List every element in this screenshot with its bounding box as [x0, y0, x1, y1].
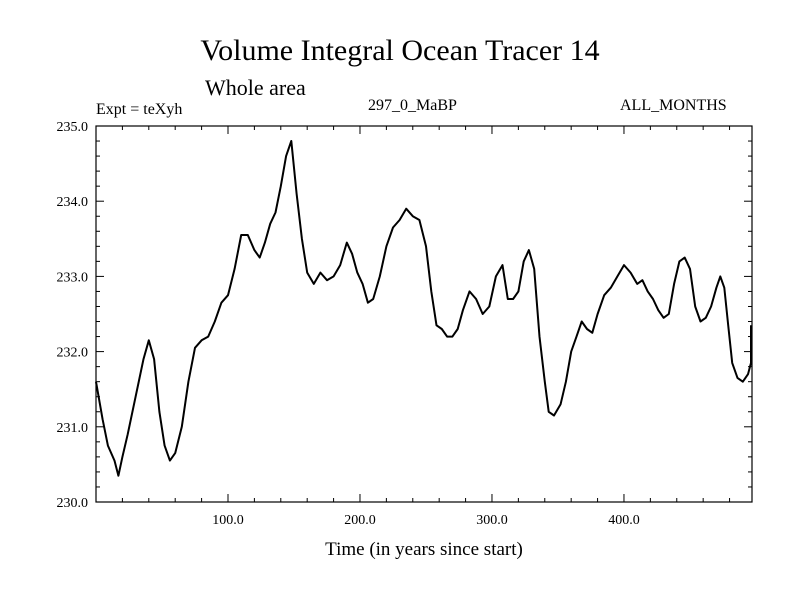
months-label: ALL_MONTHS: [620, 97, 727, 114]
chart-title: Volume Integral Ocean Tracer 14: [200, 34, 600, 67]
tick-marks: [96, 126, 752, 502]
plot-frame: [95, 125, 753, 503]
y-tick-label: 233.0: [57, 270, 89, 285]
x-tick-label: 200.0: [344, 513, 376, 528]
y-tick-label: 234.0: [57, 195, 89, 210]
period-label: 297_0_MaBP: [368, 97, 457, 114]
y-tick-label: 232.0: [57, 346, 89, 361]
y-tick-labels: 230.0 231.0 232.0 233.0 234.0 235.0: [57, 120, 89, 511]
x-axis-title: Time (in years since start): [325, 539, 523, 560]
experiment-label: Expt = teXyh: [96, 101, 183, 118]
chart-subtitle: Whole area: [205, 75, 306, 100]
series-line: [95, 140, 752, 477]
y-tick-label: 231.0: [57, 421, 89, 436]
y-tick-label: 230.0: [57, 496, 89, 511]
x-tick-labels: 100.0 200.0 300.0 400.0: [212, 513, 639, 528]
x-tick-label: 100.0: [212, 513, 244, 528]
y-tick-label: 235.0: [57, 120, 89, 135]
x-tick-label: 400.0: [608, 513, 640, 528]
x-tick-label: 300.0: [476, 513, 508, 528]
